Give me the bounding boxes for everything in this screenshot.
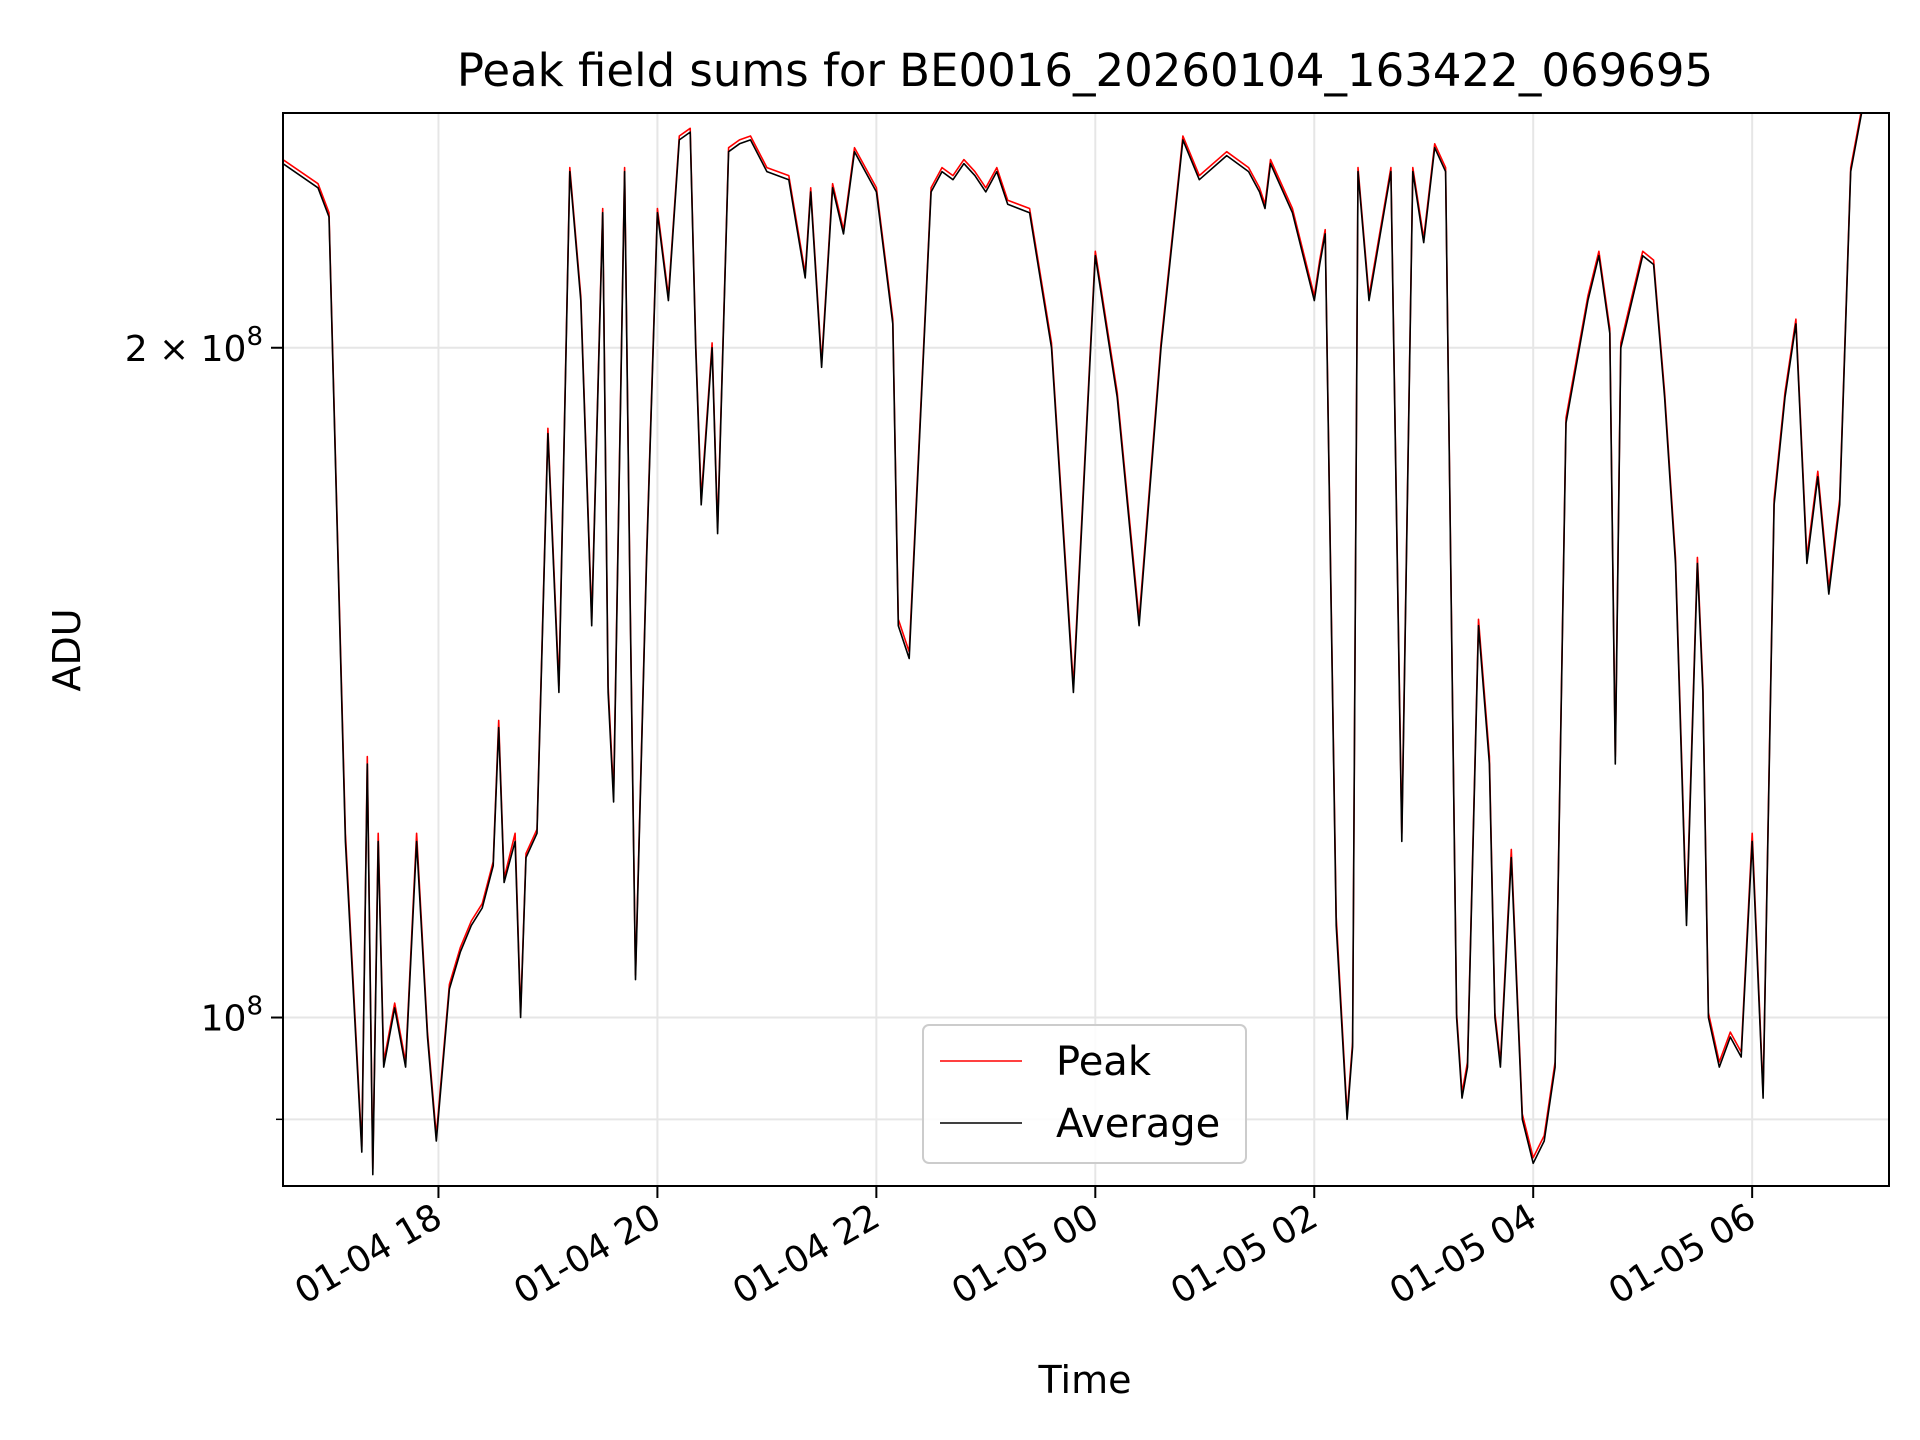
plot-frame [282,112,1890,1187]
y-tick-label: 108 [201,992,263,1040]
legend-label-peak: Peak [1056,1039,1152,1085]
series-line-average [283,113,1889,1176]
x-axis-label: Time [1038,1358,1132,1402]
legend[interactable]: Peak Average [922,1024,1247,1164]
legend-label-average: Average [1056,1101,1220,1147]
y-tick-base: 2 × 10 [125,329,247,370]
y-tick-exponent: 8 [246,322,263,352]
y-axis-label: ADU [45,608,89,691]
legend-box [922,1024,1247,1164]
y-tick-base: 10 [201,999,247,1040]
y-tick-exponent: 8 [246,992,263,1022]
series-layer [283,113,1889,1176]
y-tick-label: 2 × 108 [125,322,263,370]
grid [283,113,1889,1186]
chart-title: Peak field sums for BE0016_20260104_1634… [457,44,1713,97]
